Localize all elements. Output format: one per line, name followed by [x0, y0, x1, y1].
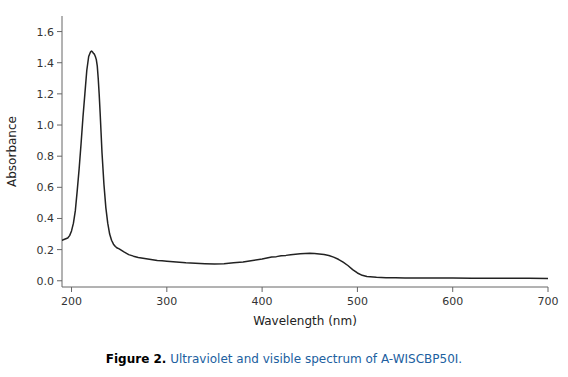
y-tick — [57, 156, 62, 157]
y-axis-label: Absorbance — [5, 116, 19, 187]
y-tick-label: 0.0 — [37, 275, 55, 288]
caption-segment: Figure 2. — [106, 352, 167, 366]
y-tick — [57, 218, 62, 219]
y-tick — [57, 187, 62, 188]
x-tick-label: 400 — [252, 295, 273, 308]
y-tick — [57, 93, 62, 94]
y-tick-label: 1.2 — [37, 88, 55, 101]
plot-area — [62, 51, 548, 278]
y-tick — [57, 31, 62, 32]
x-tick — [71, 287, 72, 292]
y-tick-label: 0.4 — [37, 212, 55, 225]
y-tick — [57, 280, 62, 281]
chart: 200 300 400 500 600 700 0.0 0.2 0.4 0.6 0.8 1.0 1.2 1… — [0, 0, 568, 377]
x-tick — [452, 287, 453, 292]
x-tick-label: 700 — [538, 295, 559, 308]
x-tick — [166, 287, 167, 292]
x-tick — [548, 287, 549, 292]
x-tick-label: 200 — [61, 295, 82, 308]
x-tick-label: 500 — [347, 295, 368, 308]
caption-segment: Ultraviolet and visible spectrum of A-WI… — [166, 352, 462, 366]
x-axis-label: Wavelength (nm) — [253, 314, 357, 328]
y-tick-label: 0.6 — [37, 181, 55, 194]
y-axis-line — [62, 16, 63, 287]
y-tick-label: 0.2 — [37, 244, 55, 257]
y-tick-label: 1.0 — [37, 119, 55, 132]
axes: 200 300 400 500 600 700 0.0 0.2 0.4 0.6 0.8 1.0 1.2 1… — [37, 16, 559, 308]
spectrum-line — [62, 51, 548, 278]
y-tick-label: 1.4 — [37, 57, 55, 70]
x-tick-label: 300 — [156, 295, 177, 308]
x-tick — [262, 287, 263, 292]
y-tick-label: 1.6 — [37, 26, 55, 39]
y-tick — [57, 249, 62, 250]
y-tick — [57, 62, 62, 63]
x-axis-line — [62, 287, 548, 288]
caption: Figure 2. Ultraviolet and visible spectr… — [106, 352, 462, 366]
x-tick — [357, 287, 358, 292]
x-tick-label: 600 — [442, 295, 463, 308]
y-tick-label: 0.8 — [37, 150, 55, 163]
y-tick — [57, 125, 62, 126]
